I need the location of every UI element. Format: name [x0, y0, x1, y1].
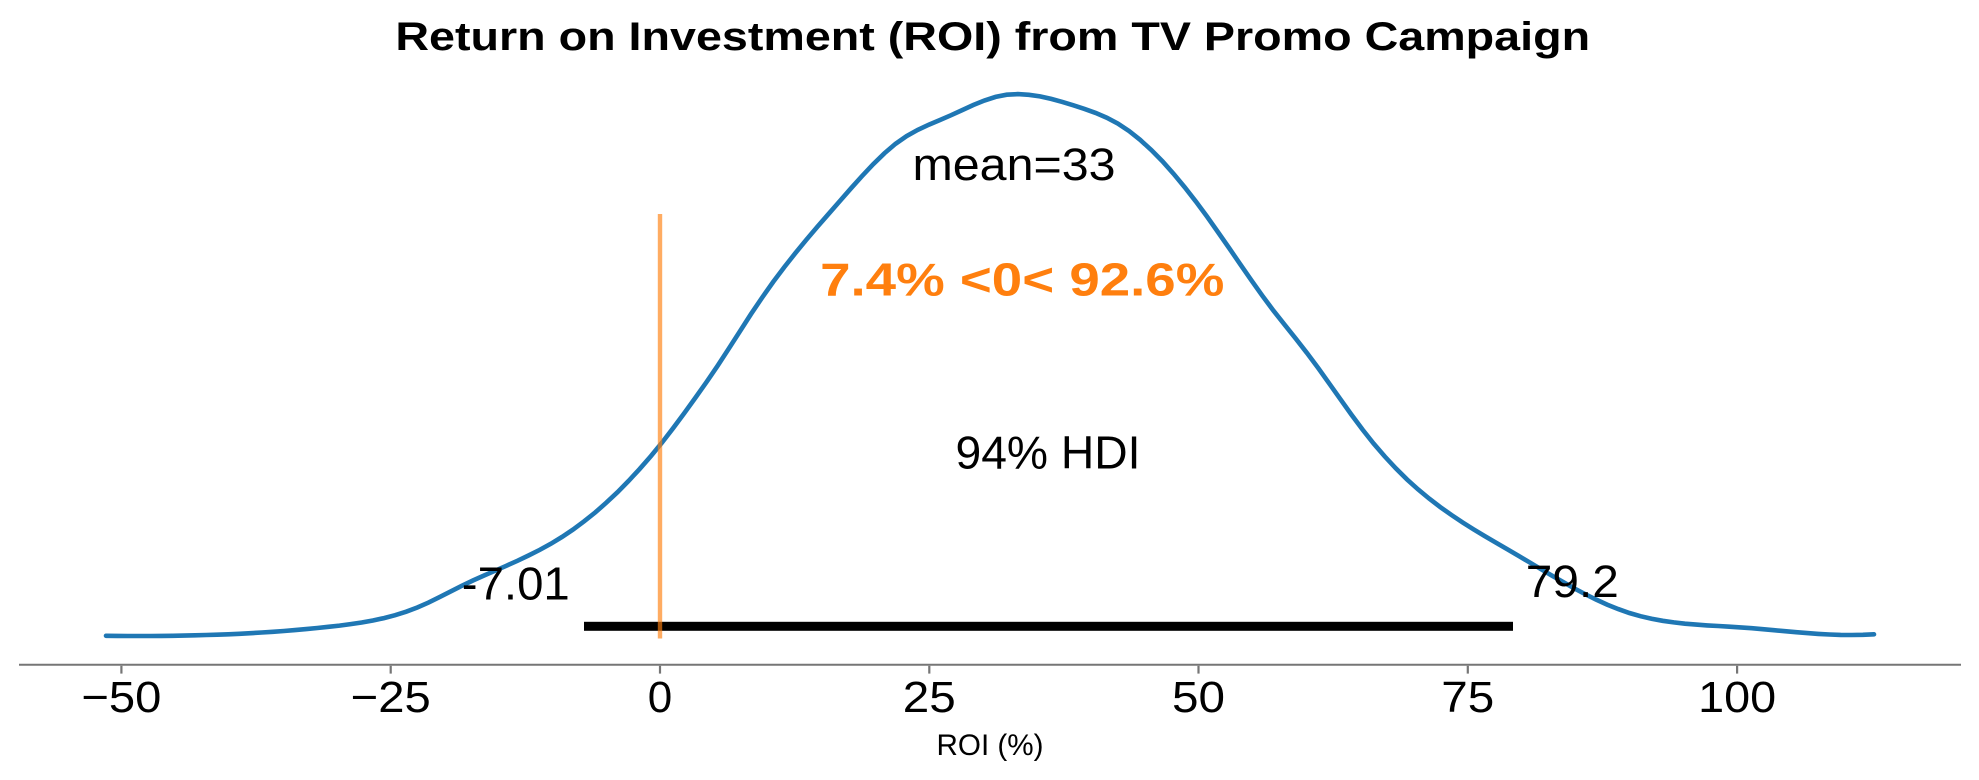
svg-text:50: 50	[1172, 673, 1225, 722]
svg-text:25: 25	[903, 673, 956, 722]
svg-text:ROI (%): ROI (%)	[937, 729, 1044, 762]
svg-text:0: 0	[648, 673, 672, 722]
svg-text:100: 100	[1698, 673, 1776, 722]
svg-text:7.4% <0< 92.6%: 7.4% <0< 92.6%	[820, 254, 1224, 305]
svg-text:Return on Investment (ROI) fro: Return on Investment (ROI) from TV Promo…	[395, 14, 1590, 59]
svg-text:−50: −50	[81, 673, 161, 722]
svg-text:mean=33: mean=33	[913, 139, 1116, 190]
svg-text:75: 75	[1441, 673, 1494, 722]
svg-text:-7.01: -7.01	[462, 558, 570, 610]
svg-text:94% HDI: 94% HDI	[956, 427, 1141, 479]
svg-text:−25: −25	[351, 673, 431, 722]
svg-text:79.2: 79.2	[1526, 556, 1619, 607]
